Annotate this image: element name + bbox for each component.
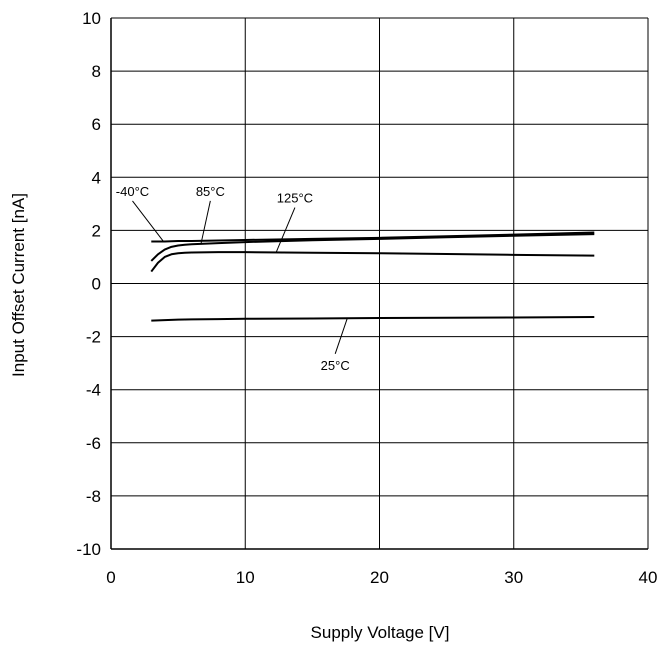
x-tick-label: 0 [106, 568, 115, 587]
series-line-85c [150, 233, 595, 262]
series-line-minus40c [151, 231, 595, 243]
y-tick-label: -2 [86, 328, 101, 347]
leader-line-85c [200, 200, 211, 245]
y-tick-label: -10 [76, 540, 101, 559]
y-tick-label: -8 [86, 487, 101, 506]
y-axis-title: Input Offset Current [nA] [9, 193, 28, 377]
series-line-125c [150, 251, 595, 273]
series-label-25c: 25°C [321, 358, 350, 373]
series-lines [150, 231, 595, 322]
y-tick-label: -6 [86, 434, 101, 453]
series-label-minus40c: -40°C [116, 184, 149, 199]
y-tick-label: 6 [92, 115, 101, 134]
series-label-85c: 85°C [196, 184, 225, 199]
leader-line-125c [275, 207, 296, 253]
series-line-25c [151, 315, 595, 322]
y-tick-label: 8 [92, 62, 101, 81]
y-tick-label: 2 [92, 221, 101, 240]
y-tick-label: -4 [86, 381, 101, 400]
x-tick-label: 20 [370, 568, 389, 587]
y-tick-label: 4 [92, 168, 101, 187]
leader-line-minus40c [132, 200, 164, 242]
annotations: -40°C 85°C 125°C 25°C [116, 184, 350, 373]
x-tick-label: 30 [504, 568, 523, 587]
x-axis-title: Supply Voltage [V] [311, 623, 450, 642]
y-tick-label: 0 [92, 275, 101, 294]
leader-line-25c [334, 318, 348, 354]
x-tick-label: 10 [236, 568, 255, 587]
x-tick-label: 40 [639, 568, 658, 587]
grid [110, 17, 649, 550]
series-label-125c: 125°C [277, 191, 313, 206]
y-tick-label: 10 [82, 9, 101, 28]
